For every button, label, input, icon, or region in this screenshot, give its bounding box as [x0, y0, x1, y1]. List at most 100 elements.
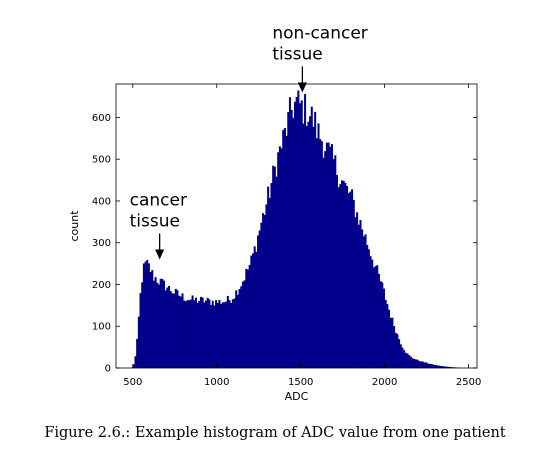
- histogram-bar-126: [342, 180, 345, 368]
- histogram-bar-93: [287, 112, 290, 368]
- histogram-bar-128: [346, 185, 349, 368]
- histogram-bar-174: [423, 362, 426, 368]
- histogram-bar-27: [176, 290, 179, 368]
- histogram-bar-83: [270, 183, 273, 368]
- histogram-bar-104: [305, 125, 308, 368]
- x-axis-label: ADC: [285, 390, 309, 403]
- histogram-bar-184: [440, 366, 443, 368]
- histogram-bar-47: [210, 305, 213, 368]
- histogram-bar-130: [349, 191, 352, 368]
- histogram-bar-153: [388, 309, 391, 368]
- histogram-bar-146: [376, 265, 379, 368]
- histogram-bar-77: [260, 222, 263, 368]
- histogram-bar-34: [188, 300, 191, 368]
- y-tick-label: 400: [92, 196, 111, 207]
- annotation-text: tissue: [130, 212, 180, 232]
- histogram-bar-109: [314, 111, 317, 368]
- histogram-bar-116: [325, 142, 328, 368]
- y-tick-label: 600: [92, 113, 111, 124]
- histogram-bar-58: [228, 300, 231, 368]
- histogram-bar-117: [327, 142, 330, 368]
- histogram-bar-163: [404, 352, 407, 368]
- histogram-bar-175: [424, 362, 427, 368]
- x-tick-label: 500: [123, 377, 142, 388]
- histogram-bar-6: [141, 282, 144, 368]
- histogram-bar-73: [253, 246, 256, 368]
- histogram-bar-120: [332, 159, 335, 368]
- histogram-bar-182: [436, 365, 439, 368]
- histogram-bar-181: [435, 365, 438, 368]
- histogram-bar-49: [213, 305, 216, 368]
- histogram-bar-39: [196, 302, 199, 368]
- histogram-bar-50: [215, 300, 218, 368]
- histogram-bar-75: [257, 235, 260, 368]
- histogram-bar-66: [241, 281, 244, 368]
- histogram-bar-9: [146, 259, 149, 368]
- histogram-bar-92: [285, 135, 288, 368]
- histogram-bar-37: [193, 300, 196, 368]
- histogram-bar-29: [179, 296, 182, 368]
- histogram-bar-3: [136, 338, 139, 368]
- histogram-bar-158: [396, 334, 399, 368]
- histogram-bar-54: [221, 302, 224, 368]
- histogram-bar-23: [169, 291, 172, 368]
- histogram-bar-69: [246, 269, 249, 368]
- histogram-bar-150: [382, 288, 385, 368]
- histogram-bar-111: [317, 123, 320, 368]
- annotation-text: cancer: [130, 191, 187, 211]
- histogram-bar-183: [438, 365, 441, 368]
- histogram-bar-168: [413, 359, 416, 368]
- histogram-bar-137: [361, 229, 364, 368]
- histogram-bar-97: [293, 101, 297, 368]
- histogram-bar-148: [379, 281, 382, 368]
- histogram-bar-20: [164, 290, 167, 368]
- histogram-bar-165: [408, 355, 411, 368]
- histogram-bar-155: [391, 317, 394, 368]
- histogram-bar-7: [142, 263, 145, 368]
- histogram-bar-81: [267, 186, 270, 368]
- y-axis-label: count: [68, 210, 81, 242]
- histogram-bar-56: [225, 301, 228, 368]
- histogram-bar-121: [334, 155, 337, 368]
- histogram-bar-57: [226, 295, 229, 368]
- y-tick-label: 0: [105, 364, 111, 375]
- histogram-bar-30: [181, 293, 184, 368]
- histogram-bar-95: [290, 109, 293, 368]
- histogram-bar-91: [283, 128, 286, 368]
- histogram-bar-67: [243, 280, 246, 368]
- histogram-bar-189: [448, 366, 451, 368]
- histogram-bar-61: [233, 298, 236, 368]
- histogram-bar-90: [282, 129, 285, 368]
- histogram-bar-88: [278, 146, 281, 368]
- x-tick-label: 2500: [456, 377, 481, 388]
- histogram-bar-162: [403, 350, 406, 368]
- annotation-arrow-head: [155, 249, 165, 260]
- histogram-bar-140: [366, 244, 369, 368]
- histogram-bar-156: [393, 326, 396, 368]
- histogram-bar-19: [163, 280, 166, 368]
- histogram-bar-44: [204, 300, 208, 368]
- histogram-bar-36: [191, 295, 194, 368]
- histogram-bar-10: [147, 263, 150, 368]
- histogram-bar-22: [168, 285, 171, 368]
- histogram-bar-70: [248, 264, 251, 368]
- histogram-bar-141: [367, 249, 370, 368]
- histogram-bar-139: [364, 234, 367, 368]
- histogram-bar-145: [374, 266, 377, 368]
- histogram-bar-177: [428, 363, 431, 368]
- histogram-bar-118: [329, 146, 332, 368]
- histogram-bar-180: [433, 364, 436, 368]
- histogram-bar-106: [309, 116, 312, 368]
- histogram-bar-14: [154, 277, 157, 368]
- histogram-bar-102: [302, 123, 305, 368]
- histogram-bar-2: [134, 356, 137, 368]
- histogram-bar-71: [250, 255, 253, 368]
- histogram-bar-72: [252, 253, 255, 368]
- histogram-bar-38: [194, 297, 197, 368]
- y-tick-label: 500: [92, 155, 111, 166]
- histogram-bar-134: [356, 212, 359, 368]
- histogram-bar-164: [406, 353, 409, 368]
- histogram-bar-84: [272, 165, 275, 368]
- histogram-bar-123: [337, 187, 340, 368]
- histogram-bar-101: [300, 100, 303, 368]
